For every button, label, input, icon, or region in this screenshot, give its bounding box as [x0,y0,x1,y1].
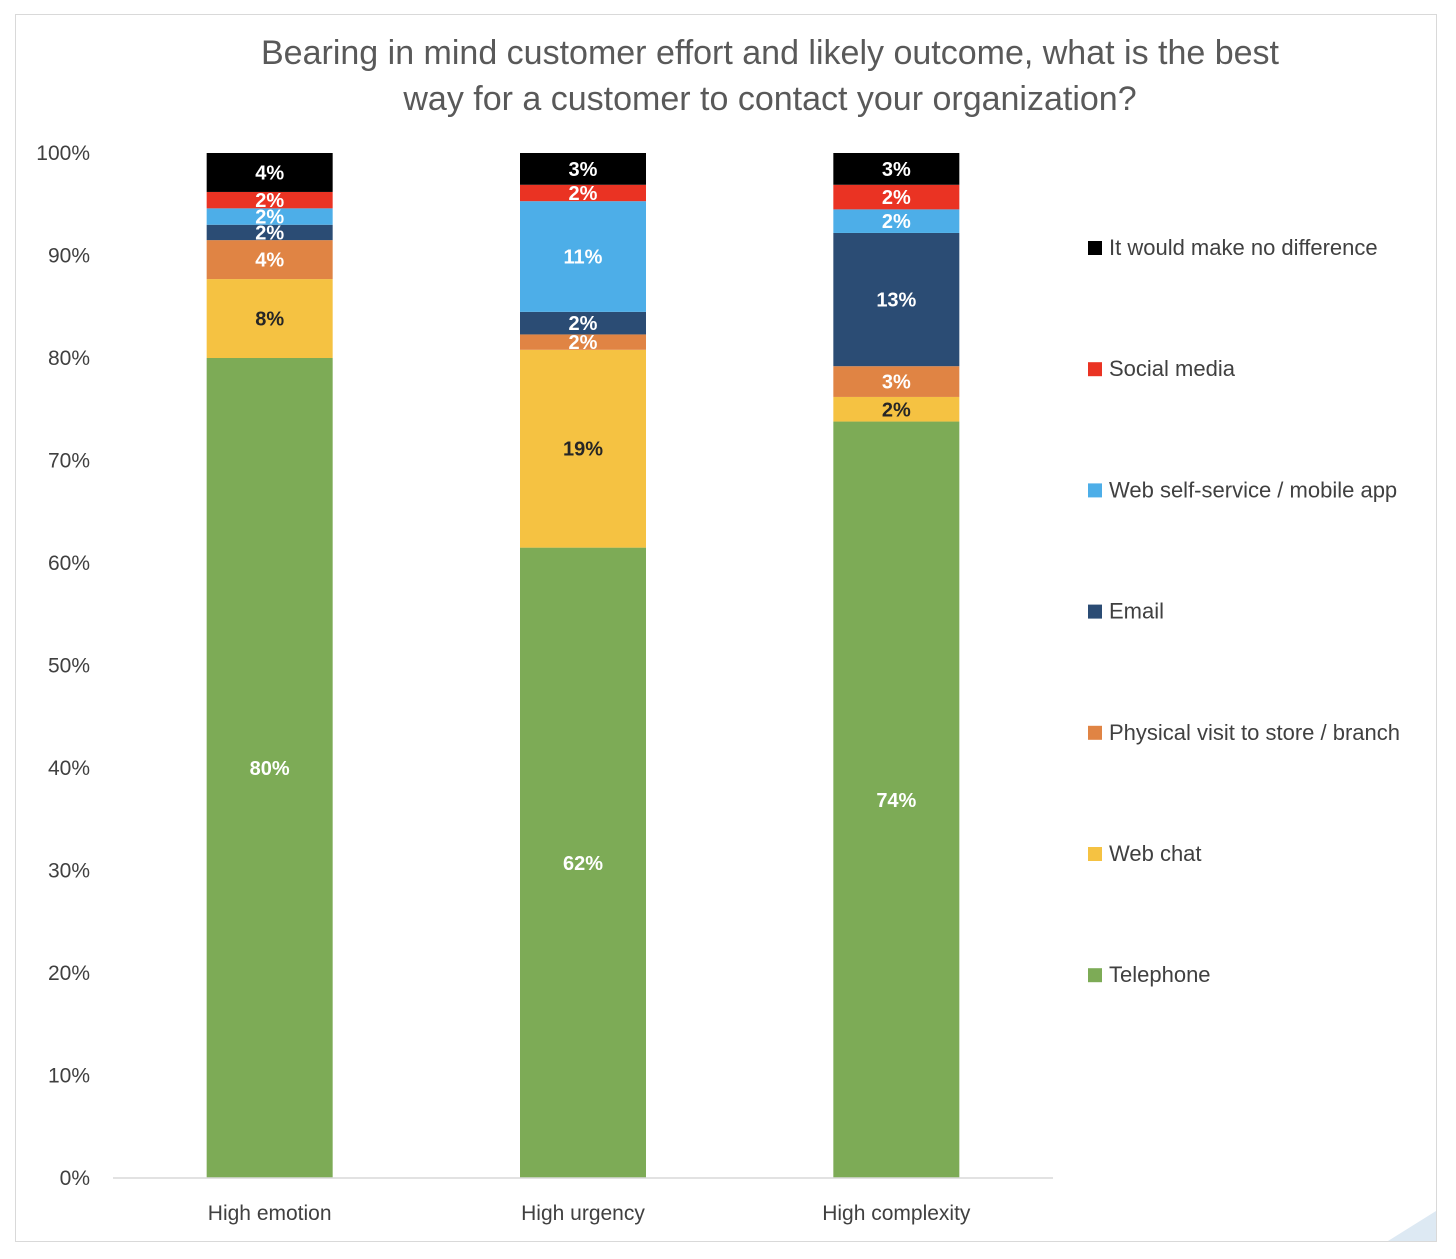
data-label: 11% [564,247,603,269]
category-label: High urgency [521,1202,645,1225]
bar-stack: 62%19%2%2%11%2%3% [520,153,646,1178]
y-tick-label: 90% [48,245,90,268]
bar-segment [833,209,960,233]
bar-stack: 74%2%3%13%2%2%3% [833,153,960,1178]
legend-swatch [1088,483,1102,498]
bars: 80%8%4%2%2%2%4%62%19%2%2%11%2%3%74%2%3%1… [206,153,960,1178]
x-axis: High emotion High urgency High complexity [113,1177,1053,1225]
legend-label: Web chat [1109,841,1202,866]
bar-segment [520,184,646,202]
corner-decoration [1388,1211,1436,1241]
bar-stack: 80%8%4%2%2%2%4% [206,153,333,1178]
data-label: 2% [255,190,284,212]
category-label: High emotion [208,1202,332,1225]
legend-item: It would make no difference [1088,235,1378,260]
data-label: 2% [569,313,598,335]
legend-swatch [1088,968,1102,983]
data-label: 74% [876,790,916,812]
data-label: 2% [569,332,598,354]
data-label: 13% [876,290,916,312]
bar-segment [520,153,646,185]
legend-item: Physical visit to store / branch [1088,720,1400,745]
legend-label: Web self-service / mobile app [1109,477,1397,502]
bar-segment [833,184,960,210]
bar-segment [206,208,333,225]
y-tick-label: 80% [48,347,90,370]
bar-segment [833,396,960,422]
data-label: 2% [569,183,598,205]
y-tick-label: 40% [48,757,90,780]
data-label: 2% [255,207,284,229]
data-label: 8% [255,309,284,331]
data-label: 3% [569,159,598,181]
category-label: High complexity [822,1202,971,1225]
bar-segment [520,311,646,335]
legend-item: Web chat [1088,841,1202,866]
legend-item: Email [1088,599,1164,624]
bar-segment [833,366,960,397]
bar-segment [206,153,333,192]
bar-segment [833,153,960,185]
y-tick-label: 70% [48,450,90,473]
data-label: 3% [882,159,911,181]
data-label: 80% [250,758,290,780]
legend-label: It would make no difference [1109,235,1378,260]
bar-segment [206,279,333,358]
legend-swatch [1088,241,1102,255]
chart-title: Bearing in mind customer effort and like… [261,34,1279,118]
legend-swatch [1088,725,1102,740]
data-label: 4% [255,162,284,184]
legend-swatch [1088,604,1102,619]
data-label: 19% [563,439,603,461]
data-label: 2% [882,399,911,421]
bar-segment [833,421,960,1178]
data-label: 2% [882,187,911,209]
bar-segment [520,349,646,548]
legend-item: Web self-service / mobile app [1088,477,1397,502]
data-label: 3% [882,372,911,394]
data-label: 2% [255,222,284,244]
bar-segment [206,191,333,209]
y-tick-label: 20% [48,962,90,985]
legend-item: Telephone [1088,962,1211,987]
y-tick-label: 100% [36,142,90,165]
bar-segment [206,240,333,280]
legend: It would make no difference Social media W… [1088,235,1400,987]
bar-segment [520,201,646,312]
legend-item: Social media [1088,356,1236,381]
legend-label: Physical visit to store / branch [1109,720,1400,745]
data-label: 4% [255,250,284,272]
bar-segment [520,334,646,350]
data-label: 62% [563,853,603,875]
y-tick-label: 50% [48,655,90,678]
bar-segment [520,547,646,1178]
y-tick-label: 30% [48,860,90,883]
legend-label: Email [1109,599,1164,624]
bar-segment [833,232,960,367]
legend-swatch [1088,847,1102,861]
bar-segment [206,224,333,241]
y-tick-label: 10% [48,1065,90,1088]
y-tick-label: 60% [48,552,90,575]
legend-swatch [1088,362,1102,377]
data-label: 2% [882,211,911,233]
y-axis: 0% 10% 20% 30% 40% 50% 60% 70% 80% 90% 100% [36,142,90,1190]
legend-label: Social media [1109,356,1236,381]
y-tick-label: 0% [60,1167,90,1190]
bar-segment [206,358,333,1178]
legend-label: Telephone [1109,962,1211,987]
